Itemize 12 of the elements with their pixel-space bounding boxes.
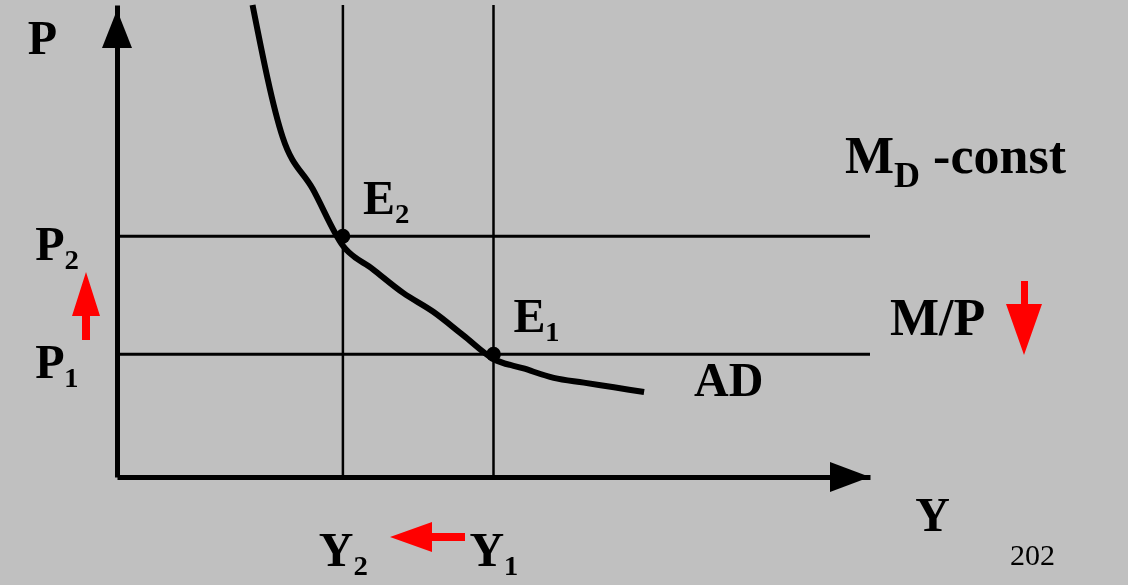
ref-line-label: P₂ (35, 217, 79, 271)
y-axis-title: P (27, 10, 58, 64)
x-tick-label: Y₂ (318, 522, 368, 576)
series-label: AD (694, 353, 764, 407)
x-axis-title: Y (915, 487, 950, 541)
ref-line-label: P₁ (35, 335, 79, 389)
x-tick-label: Y₁ (469, 522, 519, 576)
text: M/P (890, 289, 986, 346)
annotation: M$_{D}$ -const (845, 127, 1066, 195)
annotation: E₁ (513, 289, 560, 343)
text: 202 (1010, 538, 1055, 571)
annotation: E₂ (362, 171, 410, 225)
